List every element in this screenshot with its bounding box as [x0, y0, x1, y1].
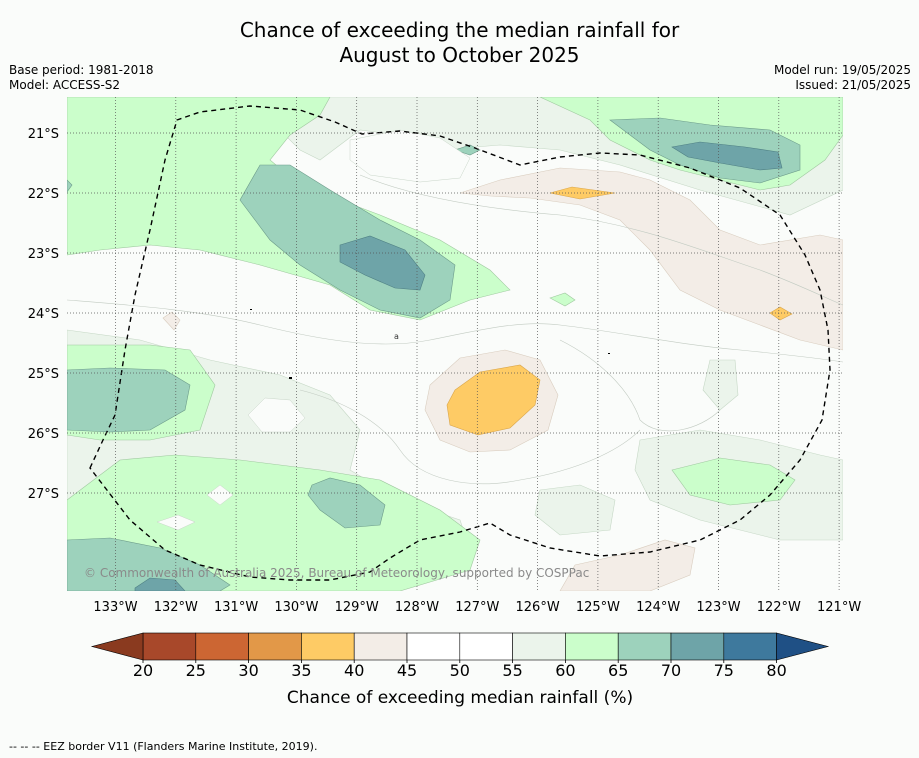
lat-tick-label: 21°S [28, 127, 59, 142]
island-marker [250, 309, 252, 310]
model-name: Model: ACCESS-S2 [9, 78, 121, 92]
eez-border [89, 105, 831, 581]
colorbar-swatch [512, 632, 566, 661]
colorbar-swatch [459, 632, 513, 661]
lon-tick-label: 133°W [93, 600, 137, 615]
lat-tick-label: 22°S [28, 187, 59, 202]
colorbar-swatch [670, 632, 725, 661]
lon-tick-label: 122°W [757, 600, 801, 615]
meta-right: Model run: 19/05/2025 Issued: 21/05/2025 [774, 63, 911, 93]
lat-tick-label: 27°S [28, 487, 59, 502]
colorbar-swatch [617, 632, 672, 661]
copyright-notice: © Commonwealth of Australia 2025, Bureau… [84, 566, 590, 580]
lon-tick-label: 125°W [576, 600, 620, 615]
colorbar-ticks: 20 25 30 35 40 45 50 55 60 65 70 75 80 [133, 660, 787, 680]
colorbar-tick-label: 70 [661, 661, 681, 680]
title-line-2: August to October 2025 [339, 43, 580, 67]
colorbar-swatch [406, 632, 461, 661]
island-marker [608, 353, 610, 354]
colorbar-tick-label: 50 [450, 661, 470, 680]
map-plot-area [67, 97, 843, 591]
lon-tick-label: 124°W [636, 600, 680, 615]
contour-35-40 [446, 186, 793, 436]
eez-footer-note: -- -- -- EEZ border V11 (Flanders Marine… [9, 740, 318, 753]
island-marker [289, 377, 292, 379]
colorbar-tick-label: 40 [344, 661, 364, 680]
base-period: Base period: 1981-2018 [9, 63, 154, 77]
meta-left: Base period: 1981-2018 Model: ACCESS-S2 [9, 63, 154, 93]
map-title: Chance of exceeding the median rainfall … [0, 18, 919, 68]
colorbar-tick-label: 60 [555, 661, 575, 680]
colorbar-swatch [142, 632, 197, 661]
lat-tick-label: 26°S [28, 427, 59, 442]
colorbar-swatch [565, 632, 619, 661]
title-line-1: Chance of exceeding the median rainfall … [239, 18, 680, 42]
colorbar-tick-label: 30 [238, 661, 258, 680]
colorbar-tick-label: 80 [766, 661, 786, 680]
colorbar-swatch [723, 632, 777, 661]
lat-tick-label: 24°S [28, 307, 59, 322]
small-island-label: a [394, 332, 399, 341]
colorbar-tick-label: 35 [291, 661, 311, 680]
lon-tick-label: 126°W [516, 600, 560, 615]
colorbar-swatch [248, 632, 302, 661]
colorbar-tick-label: 65 [608, 661, 628, 680]
colorbar-swatch [353, 632, 408, 661]
lon-tick-label: 123°W [696, 600, 740, 615]
lon-tick-label: 127°W [455, 600, 499, 615]
gridlines [67, 97, 843, 591]
colorbar-label: Chance of exceeding median rainfall (%) [287, 688, 633, 708]
contour-white-patches [156, 129, 471, 531]
latitude-labels: 21°S 22°S 23°S 24°S 25°S 26°S 27°S [28, 127, 59, 502]
lat-tick-label: 23°S [28, 247, 59, 262]
colorbar-tick-label: 45 [397, 661, 417, 680]
colorbar-tick-label: 20 [133, 661, 153, 680]
lon-tick-label: 132°W [154, 600, 198, 615]
colorbar-tick-label: 75 [714, 661, 734, 680]
isolines [67, 174, 843, 485]
longitude-labels: 133°W 132°W 131°W 130°W 129°W 128°W 127°W 126°W… [93, 600, 861, 615]
lon-tick-label: 130°W [274, 600, 318, 615]
colorbar [90, 632, 830, 661]
lat-tick-label: 25°S [28, 367, 59, 382]
issued-date: Issued: 21/05/2025 [795, 78, 911, 92]
model-run: Model run: 19/05/2025 [773, 63, 911, 77]
colorbar-swatch [301, 632, 355, 661]
colorbar-over-arrow [776, 632, 830, 661]
lon-tick-label: 128°W [395, 600, 439, 615]
colorbar-swatch [195, 632, 249, 661]
colorbar-tick-label: 55 [502, 661, 522, 680]
lon-tick-label: 129°W [335, 600, 379, 615]
lon-tick-label: 131°W [214, 600, 258, 615]
colorbar-under-arrow [90, 632, 144, 661]
colorbar-tick-label: 25 [186, 661, 206, 680]
contour-70-75 [134, 141, 783, 591]
lon-tick-label: 121°W [817, 600, 861, 615]
